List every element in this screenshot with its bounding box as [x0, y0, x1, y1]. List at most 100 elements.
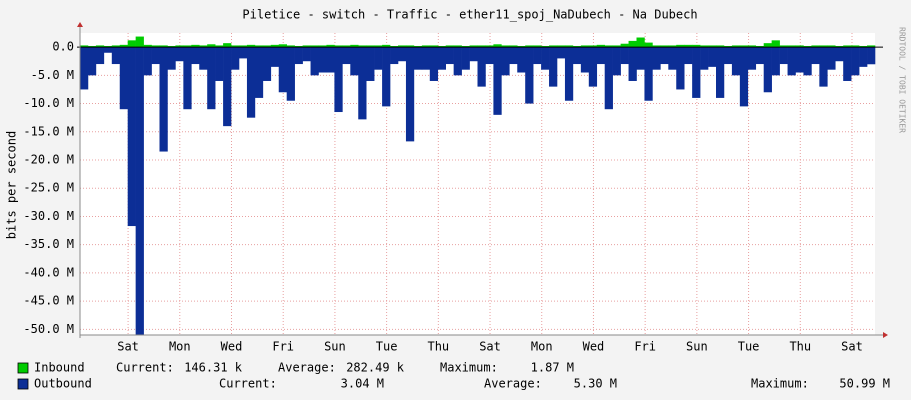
- traffic-bar: [390, 47, 399, 65]
- traffic-bar: [652, 47, 661, 70]
- traffic-bar: [421, 47, 431, 70]
- traffic-bar: [350, 44, 359, 48]
- stat-label: Maximum:: [440, 361, 498, 375]
- traffic-bar: [294, 47, 303, 65]
- traffic-bar: [318, 47, 327, 73]
- traffic-bar: [747, 45, 757, 48]
- y-tick-label: -20.0 M: [23, 153, 74, 167]
- traffic-bar: [413, 47, 423, 70]
- x-tick-label: Sun: [324, 340, 346, 354]
- traffic-bar: [668, 45, 677, 48]
- stat-value: 50.99 M: [839, 377, 890, 391]
- traffic-bar: [549, 47, 558, 87]
- traffic-bar: [254, 45, 264, 48]
- traffic-bar: [731, 45, 741, 48]
- traffic-bar: [564, 47, 574, 101]
- traffic-bar: [811, 45, 820, 48]
- traffic-bar: [318, 45, 327, 48]
- traffic-bar: [612, 45, 621, 48]
- traffic-bar: [453, 47, 462, 76]
- stat-value: 5.30 M: [574, 377, 617, 391]
- traffic-bar: [421, 45, 431, 48]
- traffic-bar: [215, 47, 224, 81]
- traffic-bar: [183, 47, 192, 110]
- y-tick-label: 0.0: [52, 40, 74, 54]
- traffic-bar: [477, 45, 486, 48]
- traffic-bar: [262, 45, 272, 48]
- traffic-bar: [119, 44, 128, 48]
- traffic-bar: [310, 47, 319, 76]
- traffic-bar: [564, 45, 574, 48]
- traffic-bar: [358, 45, 367, 48]
- traffic-bar: [652, 45, 661, 48]
- traffic-bar: [851, 47, 860, 76]
- traffic-bar: [580, 45, 590, 48]
- traffic-bar: [191, 44, 200, 48]
- traffic-bar: [405, 47, 415, 142]
- traffic-bar: [374, 45, 383, 48]
- traffic-bar: [127, 47, 136, 227]
- traffic-bar: [246, 44, 256, 48]
- traffic-bar: [572, 45, 582, 48]
- traffic-bar: [700, 47, 709, 70]
- traffic-bar: [557, 45, 566, 48]
- traffic-bar: [485, 45, 494, 48]
- traffic-bar: [239, 47, 248, 59]
- traffic-bar: [668, 47, 677, 70]
- x-tick-label: Sat: [117, 340, 139, 354]
- traffic-bar: [517, 45, 526, 48]
- traffic-bar: [660, 47, 669, 65]
- traffic-bar: [811, 47, 820, 65]
- traffic-bar: [231, 47, 240, 70]
- traffic-bar: [278, 47, 287, 93]
- traffic-bar: [80, 45, 89, 48]
- traffic-bar: [127, 40, 136, 48]
- traffic-bar: [819, 45, 828, 48]
- legend-label: Inbound: [34, 361, 85, 375]
- traffic-bar: [723, 47, 733, 65]
- x-arrow: [883, 332, 888, 338]
- stat-value: 3.04 M: [341, 377, 384, 391]
- y-tick-label: -35.0 M: [23, 237, 74, 251]
- traffic-bar: [207, 47, 216, 110]
- traffic-bar: [215, 45, 224, 48]
- traffic-bar: [151, 47, 160, 65]
- traffic-bar: [278, 44, 287, 48]
- traffic-bar: [135, 36, 144, 48]
- traffic-bar: [588, 45, 598, 48]
- traffic-bar: [501, 45, 510, 48]
- traffic-bar: [779, 45, 788, 48]
- traffic-bar: [731, 47, 741, 76]
- traffic-bar: [461, 45, 470, 48]
- traffic-bar: [223, 43, 232, 48]
- traffic-bar: [95, 47, 105, 65]
- traffic-bar: [207, 44, 216, 48]
- traffic-bar: [755, 45, 764, 48]
- traffic-bar: [795, 45, 804, 48]
- traffic-bar: [827, 45, 836, 48]
- traffic-bar: [557, 47, 566, 59]
- traffic-bar: [819, 47, 828, 87]
- x-tick-label: Wed: [221, 340, 243, 354]
- traffic-bar: [533, 47, 542, 65]
- traffic-bar: [779, 47, 788, 65]
- side-text: RRDTOOL / TOBI OETIKER: [898, 27, 907, 133]
- y-tick-label: -40.0 M: [23, 265, 74, 279]
- traffic-bar: [867, 45, 876, 48]
- traffic-bar: [708, 45, 717, 48]
- traffic-bar: [739, 45, 749, 48]
- x-tick-label: Thu: [427, 340, 449, 354]
- traffic-bar: [366, 47, 375, 81]
- y-tick-label: -50.0 M: [23, 322, 74, 336]
- traffic-bar: [692, 47, 701, 98]
- traffic-bar: [771, 40, 780, 48]
- x-tick-label: Fri: [634, 340, 656, 354]
- traffic-bar: [87, 45, 97, 48]
- traffic-bar: [111, 45, 121, 48]
- traffic-bar: [771, 47, 780, 76]
- traffic-bar: [231, 45, 240, 48]
- traffic-bar: [390, 45, 399, 48]
- y-tick-label: -5.0 M: [31, 68, 74, 82]
- traffic-bar: [763, 47, 772, 93]
- traffic-bar: [119, 47, 128, 110]
